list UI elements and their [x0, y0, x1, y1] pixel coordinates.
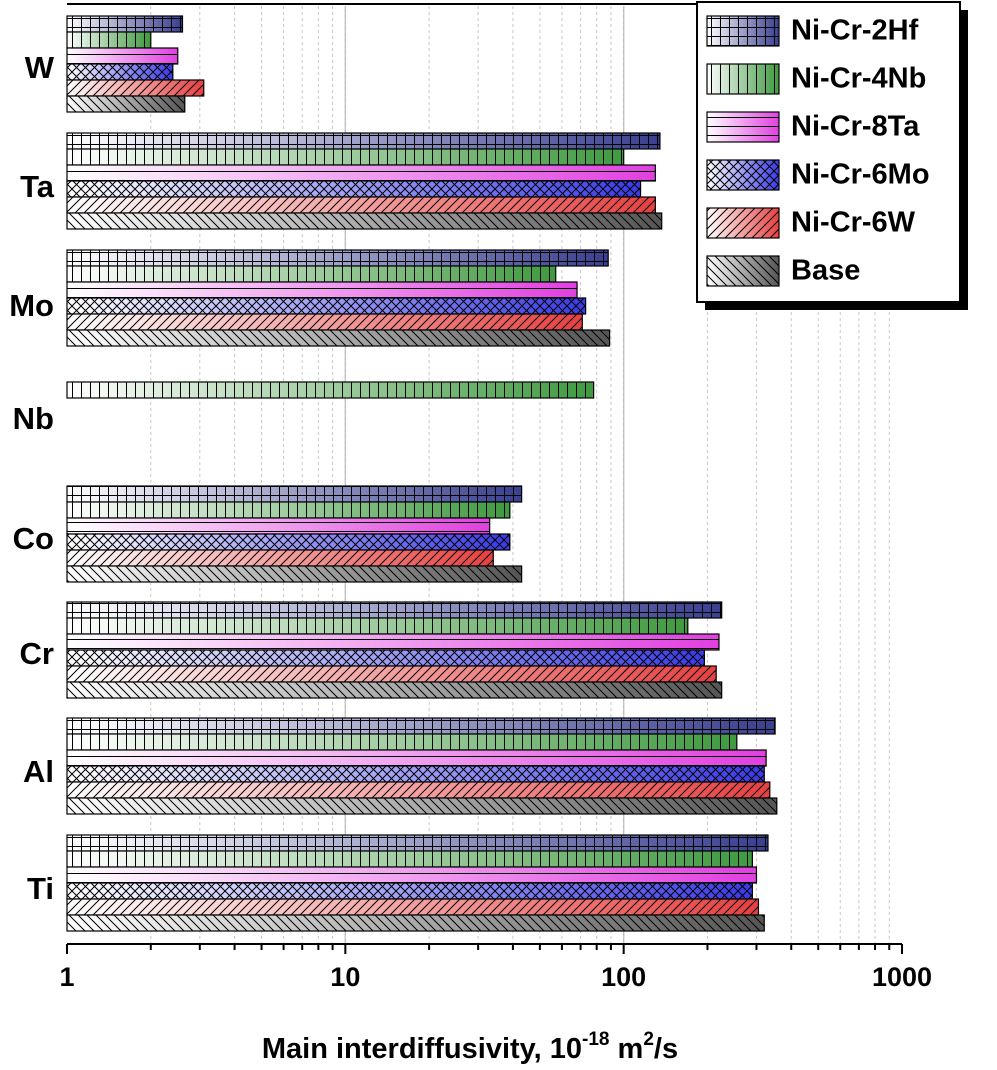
bar — [66, 517, 491, 535]
bar — [66, 914, 765, 932]
bar — [66, 281, 578, 299]
bar — [66, 850, 753, 868]
category-label: Nb — [13, 401, 54, 436]
legend-item: Base — [706, 255, 860, 287]
bar — [66, 501, 511, 519]
bar — [66, 733, 738, 751]
legend-label: Base — [791, 255, 860, 287]
bar — [66, 164, 656, 182]
bar — [66, 866, 758, 884]
bar — [66, 180, 642, 198]
legend-item: Ni-Cr-6W — [706, 207, 916, 239]
bar — [66, 617, 689, 635]
legend: Ni-Cr-2Hf Ni-Cr-4Nb Ni-Cr-8Ta Ni-Cr-6Mo Ni-C… — [696, 1, 968, 310]
bar — [66, 329, 611, 347]
category-label: Ti — [27, 871, 54, 906]
bar — [66, 265, 557, 283]
bar — [66, 633, 720, 651]
legend-label: Ni-Cr-6Mo — [791, 159, 930, 191]
bar — [66, 533, 511, 551]
bar — [66, 15, 184, 33]
bar — [66, 47, 179, 65]
bar — [66, 95, 186, 113]
legend-label: Ni-Cr-8Ta — [791, 111, 920, 143]
legend-box — [696, 1, 961, 303]
bar — [66, 79, 205, 97]
x-tick-label: 10 — [330, 962, 360, 992]
bars — [66, 15, 778, 932]
bar — [66, 834, 769, 852]
bar — [66, 898, 760, 916]
bar — [66, 148, 625, 166]
category-label: Al — [23, 754, 54, 789]
x-tick-label: 100 — [601, 962, 646, 992]
x-tick-label: 1000 — [872, 962, 932, 992]
bar — [66, 212, 663, 230]
legend-item: Ni-Cr-6Mo — [706, 159, 930, 191]
category-label: W — [25, 50, 55, 85]
legend-item: Ni-Cr-4Nb — [706, 63, 926, 95]
legend-item: Ni-Cr-2Hf — [706, 15, 919, 47]
legend-label: Ni-Cr-4Nb — [791, 63, 926, 95]
legend-label: Ni-Cr-6W — [791, 207, 916, 239]
bar — [66, 63, 174, 81]
legend-label: Ni-Cr-2Hf — [791, 15, 919, 47]
bar — [66, 797, 778, 815]
bar — [66, 765, 765, 783]
bar — [66, 649, 705, 667]
x-axis-title: Main interdiffusivity, 10-18 m2/s — [262, 1029, 678, 1065]
bar — [66, 485, 523, 503]
category-label: Co — [13, 521, 54, 556]
bar — [66, 717, 776, 735]
bar — [66, 681, 723, 699]
x-tick-labels: 1 10 100 1000 — [59, 962, 932, 992]
bar — [66, 313, 583, 331]
bar — [66, 565, 523, 583]
bar — [66, 549, 494, 567]
bar — [66, 31, 152, 49]
bar — [66, 781, 771, 799]
legend-item: Ni-Cr-8Ta — [706, 111, 920, 143]
bar — [66, 749, 767, 767]
bar — [66, 297, 587, 315]
category-labels: W Ta Mo Nb Co Cr Al Ti — [9, 50, 55, 906]
category-label: Mo — [9, 288, 54, 323]
bar — [66, 601, 723, 619]
bar — [66, 882, 753, 900]
bar — [66, 381, 595, 399]
bar — [66, 196, 656, 214]
category-label: Ta — [20, 169, 55, 204]
category-label: Cr — [20, 636, 54, 671]
bar — [66, 665, 717, 683]
bar — [66, 249, 609, 267]
x-tick-label: 1 — [59, 962, 74, 992]
bar — [66, 132, 661, 150]
